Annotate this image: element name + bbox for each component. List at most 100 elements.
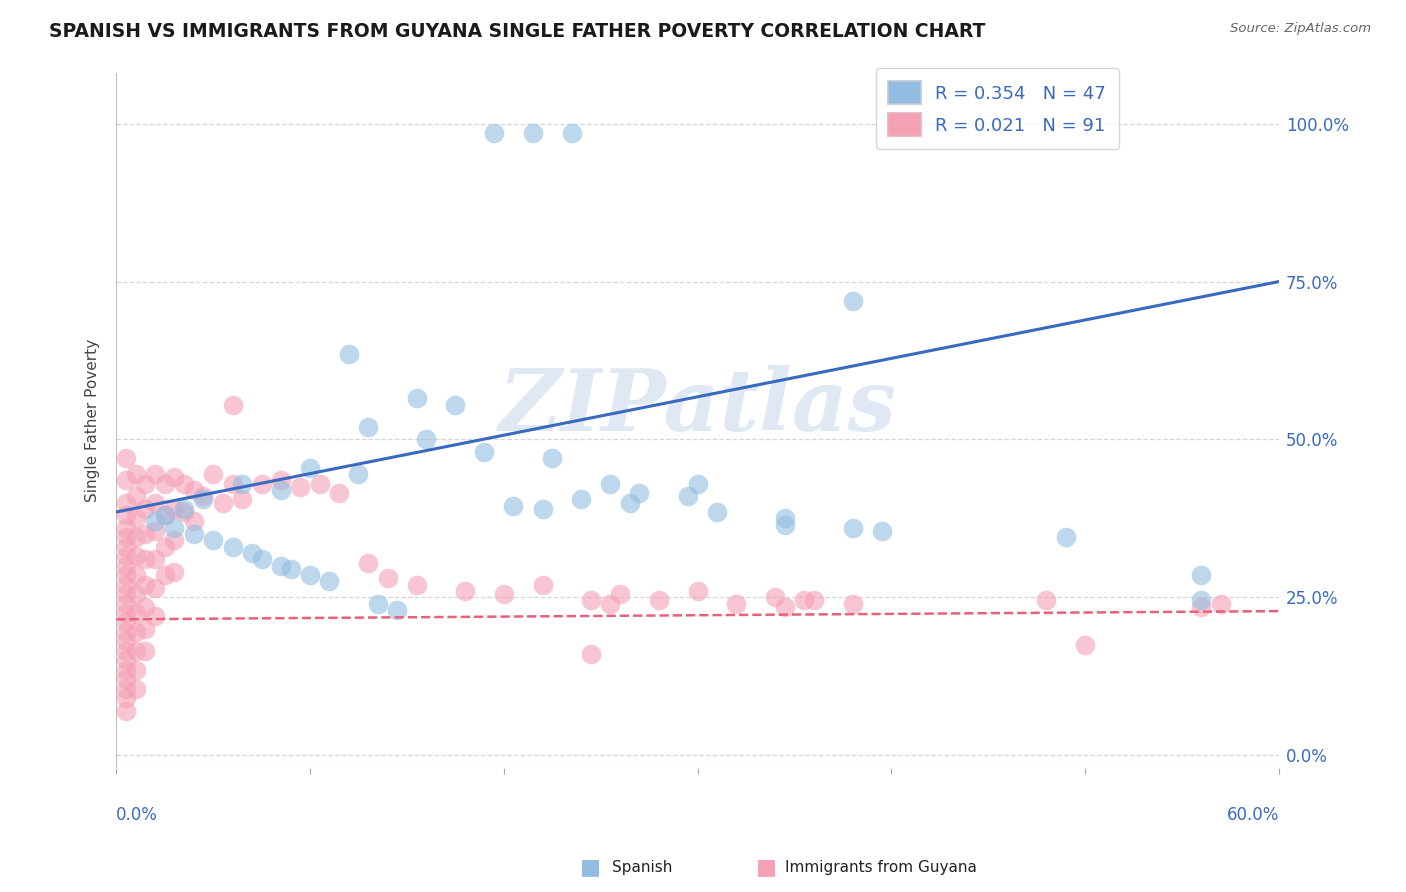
Point: [115, 606, 138, 620]
Point: [202, 533, 225, 548]
Point: [725, 597, 748, 611]
Point: [231, 476, 253, 491]
Text: ■: ■: [581, 857, 600, 877]
Point: [173, 505, 195, 519]
Point: [124, 681, 146, 696]
Point: [522, 126, 544, 140]
Point: [474, 445, 496, 459]
Point: [270, 558, 292, 573]
Text: SPANISH VS IMMIGRANTS FROM GUYANA SINGLE FATHER POVERTY CORRELATION CHART: SPANISH VS IMMIGRANTS FROM GUYANA SINGLE…: [49, 22, 986, 41]
Point: [290, 480, 312, 494]
Text: ZIPatlas: ZIPatlas: [499, 365, 897, 449]
Point: [115, 681, 138, 696]
Point: [153, 508, 176, 523]
Point: [143, 467, 166, 482]
Point: [211, 495, 233, 509]
Point: [377, 571, 399, 585]
Point: [115, 663, 138, 677]
Point: [240, 546, 263, 560]
Point: [561, 126, 583, 140]
Point: [221, 540, 243, 554]
Point: [193, 492, 215, 507]
Point: [143, 495, 166, 509]
Point: [773, 517, 796, 532]
Point: [143, 609, 166, 624]
Point: [841, 293, 863, 308]
Point: [124, 606, 146, 620]
Point: [1035, 593, 1057, 607]
Point: [482, 126, 505, 140]
Point: [793, 593, 815, 607]
Point: [115, 634, 138, 648]
Point: [502, 499, 524, 513]
Point: [124, 467, 146, 482]
Point: [183, 483, 205, 497]
Point: [648, 593, 671, 607]
Point: [686, 476, 709, 491]
Point: [270, 483, 292, 497]
Point: [115, 653, 138, 667]
Point: [115, 587, 138, 601]
Point: [134, 599, 156, 614]
Point: [250, 476, 273, 491]
Point: [405, 392, 427, 406]
Point: [357, 556, 380, 570]
Point: [115, 540, 138, 554]
Point: [124, 489, 146, 503]
Text: 0.0%: 0.0%: [117, 805, 157, 824]
Point: [124, 568, 146, 582]
Point: [357, 419, 380, 434]
Point: [115, 577, 138, 591]
Point: [405, 577, 427, 591]
Point: [270, 474, 292, 488]
Point: [163, 565, 186, 579]
Text: Source: ZipAtlas.com: Source: ZipAtlas.com: [1230, 22, 1371, 36]
Point: [153, 508, 176, 523]
Point: [143, 515, 166, 529]
Point: [1054, 530, 1077, 544]
Point: [579, 593, 602, 607]
Point: [115, 521, 138, 535]
Point: [415, 433, 437, 447]
Point: [308, 476, 330, 491]
Point: [115, 508, 138, 523]
Point: [773, 511, 796, 525]
Point: [124, 511, 146, 525]
Point: [153, 540, 176, 554]
Point: [1074, 638, 1097, 652]
Point: [619, 495, 641, 509]
Point: [124, 587, 146, 601]
Point: [115, 624, 138, 639]
Point: [173, 501, 195, 516]
Point: [115, 495, 138, 509]
Point: [115, 558, 138, 573]
Y-axis label: Single Father Poverty: Single Father Poverty: [86, 339, 100, 502]
Point: [163, 533, 186, 548]
Point: [579, 647, 602, 661]
Point: [134, 577, 156, 591]
Point: [803, 593, 825, 607]
Point: [115, 704, 138, 718]
Point: [841, 521, 863, 535]
Point: [202, 467, 225, 482]
Point: [706, 505, 728, 519]
Point: [173, 476, 195, 491]
Text: ■: ■: [756, 857, 776, 877]
Point: [280, 562, 302, 576]
Point: [599, 597, 621, 611]
Point: [870, 524, 893, 538]
Point: [143, 552, 166, 566]
Legend: R = 0.354   N = 47, R = 0.021   N = 91: R = 0.354 N = 47, R = 0.021 N = 91: [876, 69, 1119, 149]
Point: [454, 583, 477, 598]
Point: [492, 587, 515, 601]
Point: [124, 624, 146, 639]
Point: [686, 583, 709, 598]
Point: [676, 489, 699, 503]
Point: [337, 347, 360, 361]
Point: [124, 663, 146, 677]
Point: [231, 492, 253, 507]
Text: Spanish: Spanish: [612, 860, 672, 874]
Point: [124, 530, 146, 544]
Point: [628, 486, 651, 500]
Point: [115, 530, 138, 544]
